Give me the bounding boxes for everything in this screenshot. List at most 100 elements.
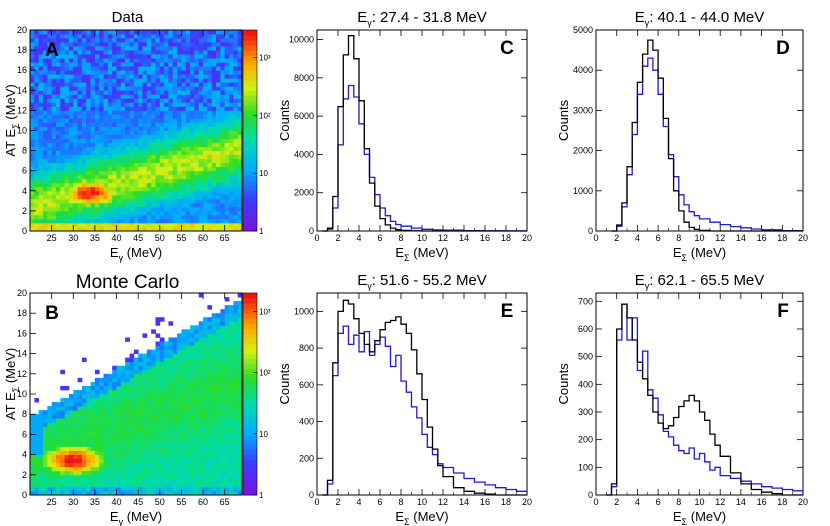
x-tick-label: 16 (480, 497, 490, 507)
heatmap-cell (81, 98, 87, 103)
heatmap-cell (155, 162, 161, 168)
heatmap-cell (99, 118, 104, 123)
heatmap-cell (185, 170, 191, 176)
heatmap-cell (138, 426, 143, 431)
heatmap-cell (99, 90, 104, 95)
heatmap-cell (207, 158, 213, 164)
heatmap-cell (103, 138, 109, 143)
heatmap-cell (164, 54, 169, 59)
heatmap-cell (237, 186, 243, 192)
y-axis-label-rest: (MeV) (3, 84, 18, 123)
heatmap-cell (112, 38, 117, 43)
heatmap-cell (211, 42, 217, 47)
heatmap-cell (90, 210, 96, 216)
heatmap-cell (164, 345, 169, 350)
heatmap-cell (112, 406, 117, 411)
heatmap-cell (216, 102, 221, 107)
heatmap-cell (125, 454, 130, 460)
heatmap-cell (220, 30, 226, 35)
heatmap-cell (129, 353, 135, 359)
heatmap-cell (103, 373, 109, 379)
heatmap-cell (99, 30, 104, 35)
heatmap-cell (164, 482, 169, 488)
heatmap-cell (229, 394, 234, 399)
heatmap-cell (233, 86, 239, 91)
heatmap-cell (155, 410, 161, 415)
heatmap-cell (120, 82, 126, 87)
heatmap-cell (133, 377, 139, 383)
heatmap-cell (203, 162, 208, 168)
heatmap-cell (34, 38, 40, 43)
heatmap-cell (216, 94, 221, 99)
heatmap-cell (194, 166, 200, 172)
heatmap-cell (138, 389, 143, 395)
heatmap-cell (51, 74, 57, 79)
heatmap-cell (112, 126, 117, 131)
heatmap-cell (138, 182, 143, 188)
heatmap-cell (73, 462, 78, 468)
heatmap-cell (224, 86, 230, 91)
heatmap-cell (220, 426, 226, 431)
heatmap-cell (194, 349, 200, 354)
heatmap-cell (220, 134, 226, 139)
heatmap-cell (181, 126, 187, 131)
heatmap-cell (107, 470, 113, 476)
heatmap-cell (177, 118, 182, 123)
heatmap-cell (64, 414, 70, 419)
heatmap-cell (30, 418, 35, 423)
heatmap-cell (77, 30, 83, 35)
heatmap-cell (146, 74, 152, 79)
heatmap-cell (116, 385, 122, 391)
heatmap-cell (224, 150, 230, 156)
heatmap-cell (73, 90, 78, 95)
heatmap-cell (51, 226, 57, 232)
heatmap-cell (216, 142, 221, 147)
heatmap-cell (233, 365, 239, 371)
heatmap-cell (233, 146, 239, 151)
heatmap-cell (142, 466, 148, 472)
heatmap-cell (90, 178, 96, 184)
heatmap-cell (168, 214, 174, 220)
heatmap-cell (220, 50, 226, 55)
heatmap-cell (181, 34, 187, 39)
heatmap-cell (47, 218, 53, 224)
heatmap-cell (90, 434, 96, 439)
heatmap-cell (125, 218, 130, 224)
x-tick-label: 4 (356, 233, 361, 243)
heatmap-cell (185, 58, 191, 63)
heatmap-cell (220, 126, 226, 131)
heatmap-cell (129, 490, 135, 496)
heatmap-cell (229, 50, 234, 55)
heatmap-cell (103, 466, 109, 472)
heatmap-cell (112, 226, 117, 232)
heatmap-cell (81, 138, 87, 143)
heatmap-cell (55, 122, 61, 127)
heatmap-cell (120, 78, 126, 83)
heatmap-cell (233, 126, 239, 131)
heatmap-cell (107, 226, 113, 232)
heatmap-cell (64, 154, 70, 160)
heatmap-cell (94, 78, 100, 83)
x-axis-label-base: E (395, 509, 404, 524)
x-tick-label: 16 (480, 233, 490, 243)
heatmap-cell (138, 166, 143, 172)
heatmap-cell (138, 438, 143, 443)
heatmap-cell (73, 206, 78, 212)
heatmap-cell (233, 214, 239, 220)
heatmap-cell (68, 430, 74, 435)
heatmap-cell (194, 182, 200, 188)
heatmap-cell (237, 38, 243, 43)
heatmap-cell (90, 490, 96, 496)
heatmap-cell (99, 454, 104, 460)
heatmap-cell (177, 377, 182, 383)
heatmap-cell (168, 82, 174, 87)
heatmap-cell (60, 418, 66, 423)
heatmap-cell (229, 210, 234, 216)
x-tick-label: 65 (220, 233, 230, 243)
heatmap-cell (138, 222, 143, 228)
heatmap-cell (99, 478, 104, 484)
heatmap-cell (185, 478, 191, 484)
heatmap-cell (142, 381, 148, 387)
heatmap-cell (224, 418, 230, 423)
heatmap-cell (94, 162, 100, 168)
